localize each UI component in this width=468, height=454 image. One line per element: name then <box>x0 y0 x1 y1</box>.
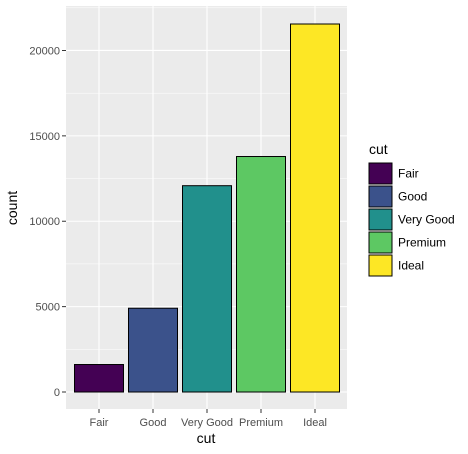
legend-key <box>368 254 393 277</box>
x-tick-label: Fair <box>90 417 109 429</box>
x-tick-label: Good <box>140 417 167 429</box>
y-axis-title: count <box>4 191 20 225</box>
legend-title: cut <box>369 141 388 157</box>
bar-good <box>128 307 178 393</box>
x-tick-label: Premium <box>239 417 283 429</box>
y-tick-label: 5000 <box>36 302 60 314</box>
legend-key <box>368 162 393 185</box>
x-axis-title: cut <box>197 430 216 446</box>
legend-label: Ideal <box>398 259 424 273</box>
y-tick-label: 20000 <box>29 45 60 57</box>
bar-fair <box>74 364 124 393</box>
bar-ideal <box>290 23 340 393</box>
legend-label: Good <box>398 190 427 204</box>
x-axis: Fair Good Very Good Premium Ideal <box>90 409 327 429</box>
bars <box>74 23 340 393</box>
legend-label: Fair <box>398 167 419 181</box>
bar-premium <box>236 156 286 393</box>
x-tick-label: Ideal <box>303 417 327 429</box>
bar-very-good <box>182 185 232 393</box>
legend-label: Premium <box>398 236 446 250</box>
y-tick-label: 15000 <box>29 131 60 143</box>
legend: cut Fair Good Very Good Premium Ideal <box>368 141 455 277</box>
legend-key <box>368 185 393 208</box>
y-tick-label: 10000 <box>29 216 60 228</box>
legend-key <box>368 208 393 231</box>
y-tick-label: 0 <box>54 387 60 399</box>
y-axis: 0 5000 10000 15000 20000 <box>29 45 66 399</box>
legend-key <box>368 231 393 254</box>
x-tick-label: Very Good <box>181 417 233 429</box>
legend-label: Very Good <box>398 213 455 227</box>
